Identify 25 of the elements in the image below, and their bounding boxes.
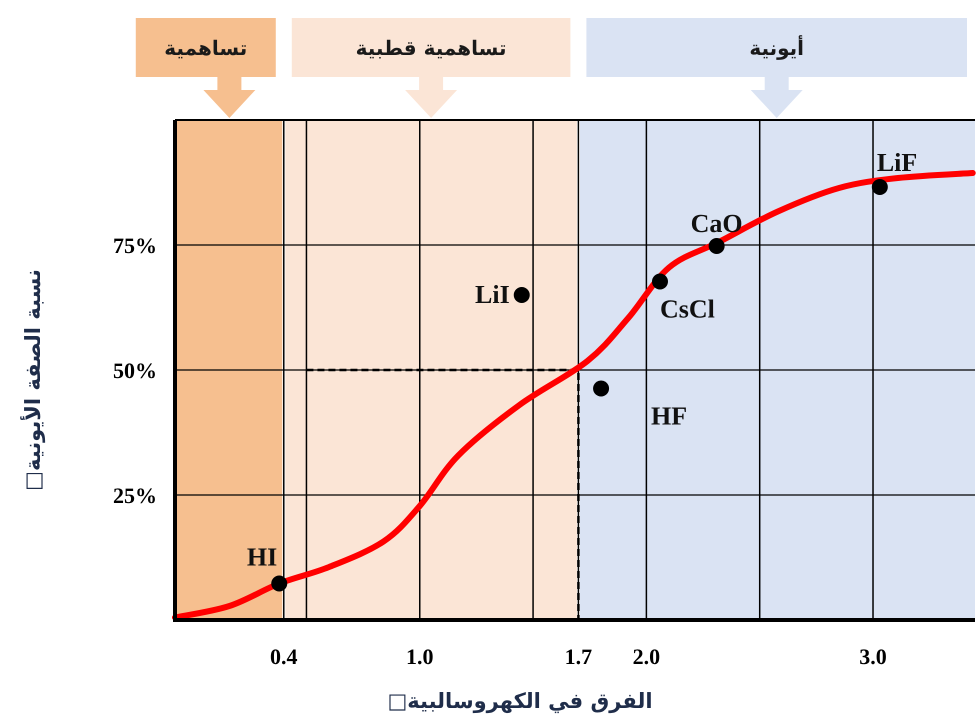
band-label: تساهمية قطبية bbox=[356, 36, 507, 60]
band-label: أيونية bbox=[749, 35, 804, 60]
y-tick-label: 25% bbox=[113, 483, 157, 508]
annotation: CsCl bbox=[660, 294, 715, 324]
point bbox=[514, 287, 530, 303]
x-tick-label: 0.4 bbox=[270, 644, 298, 669]
x-tick-label: 3.0 bbox=[859, 644, 887, 669]
annotation: LiI bbox=[475, 280, 510, 309]
annotation: HI bbox=[246, 542, 278, 572]
x-tick-label: 1.7 bbox=[564, 644, 592, 669]
y-tick-label: 50% bbox=[113, 358, 157, 383]
band-label: تساهمية bbox=[164, 36, 248, 60]
point bbox=[593, 380, 610, 396]
point bbox=[271, 576, 288, 592]
point bbox=[708, 238, 725, 254]
annotation: CaO bbox=[690, 209, 743, 238]
y-tick-label: 75% bbox=[113, 233, 157, 258]
point bbox=[652, 274, 668, 290]
x-tick-label: 1.0 bbox=[406, 644, 434, 669]
x-tick-label: 2.0 bbox=[632, 644, 660, 669]
annotation: HF bbox=[651, 402, 688, 430]
x-axis-title: الفرق في الكهروسالبية□ bbox=[387, 689, 653, 714]
y-axis-title: نسبة الصفة الأيونية□ bbox=[20, 269, 46, 491]
annotation: LiF bbox=[876, 148, 918, 177]
point bbox=[872, 179, 888, 195]
